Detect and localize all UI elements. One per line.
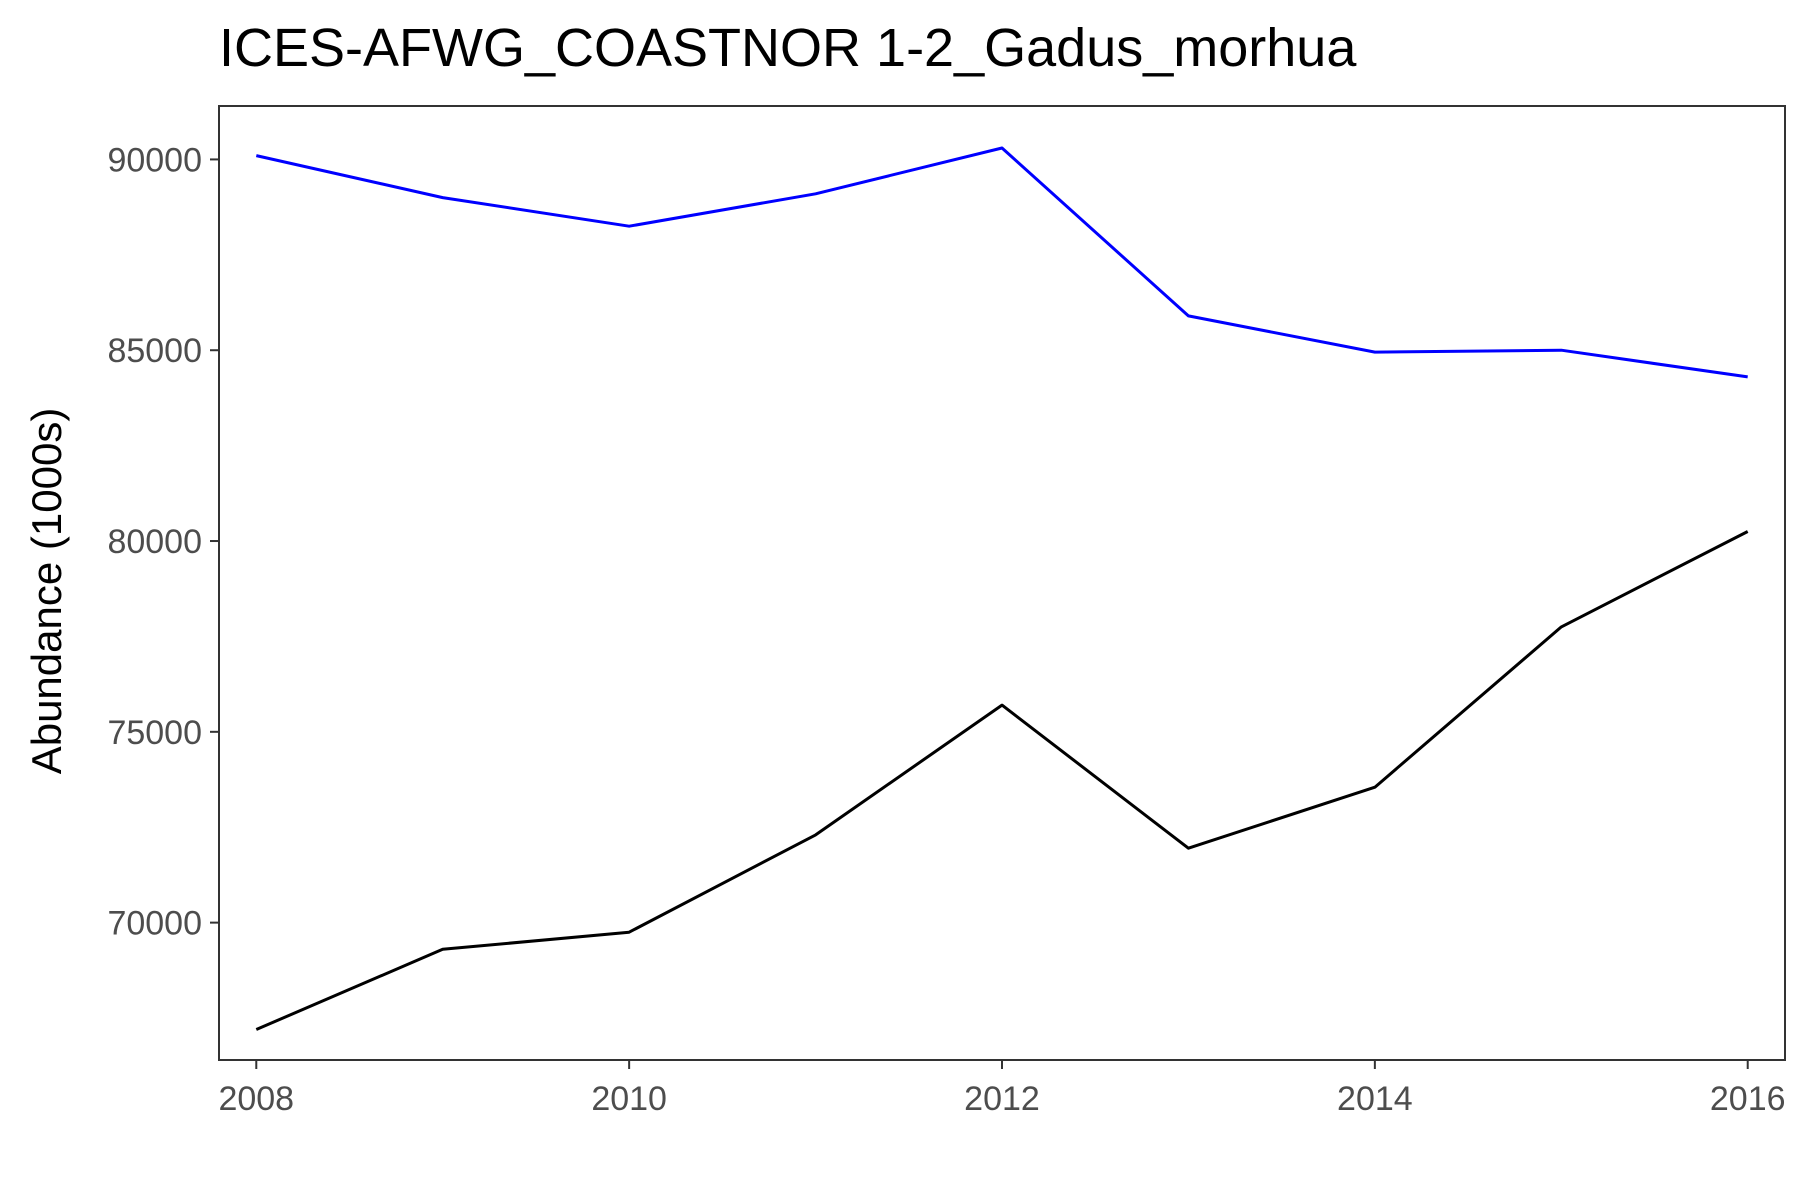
- series-line-2: [255, 530, 1749, 1031]
- y-tick-label: 85000: [107, 332, 202, 370]
- chart-title: ICES-AFWG_COASTNOR 1-2_Gadus_morhua: [219, 18, 1357, 78]
- y-axis-label: Abundance (1000s): [23, 408, 70, 775]
- y-tick-label: 90000: [107, 141, 202, 179]
- x-tick-label: 2016: [1710, 1080, 1786, 1118]
- y-tick-label: 70000: [107, 905, 202, 943]
- x-tick-label: 2012: [964, 1080, 1040, 1118]
- x-axis: 2008 2010 2012 2014 2016: [218, 1060, 1786, 1118]
- series-layer: [255, 146, 1749, 1031]
- plot-border: [218, 105, 1786, 1061]
- y-axis: 70000 75000 80000 85000 90000: [107, 141, 219, 943]
- x-tick-label: 2010: [591, 1080, 667, 1118]
- y-tick-label: 80000: [107, 523, 202, 561]
- plot-panel: [218, 105, 1786, 1061]
- y-tick-label: 75000: [107, 714, 202, 752]
- series-line-1: [255, 146, 1748, 379]
- x-tick-label: 2008: [218, 1080, 294, 1118]
- x-tick-label: 2014: [1337, 1080, 1413, 1118]
